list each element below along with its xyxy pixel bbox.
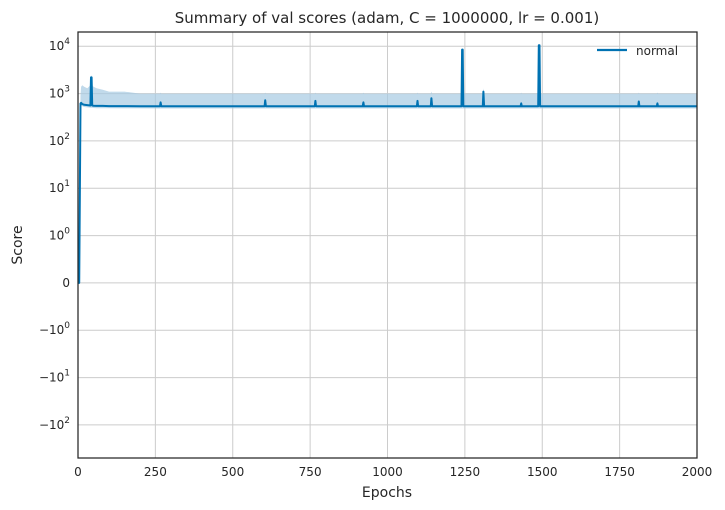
y-tick-label: 103 xyxy=(49,85,70,101)
legend-label-normal: normal xyxy=(636,44,678,58)
y-tick-label: 0 xyxy=(62,276,70,290)
y-tick-label: −102 xyxy=(39,416,70,432)
series-lines xyxy=(78,44,697,284)
x-tick-label: 750 xyxy=(299,465,322,479)
confidence-band xyxy=(78,44,697,283)
y-tick-label: 104 xyxy=(49,37,70,53)
x-tick-label: 1250 xyxy=(450,465,481,479)
y-tick-labels: 104 103 102 101 100 0 −100 −101 −102 xyxy=(39,37,70,432)
series-line-normal xyxy=(78,44,697,284)
plot-frame xyxy=(77,31,698,459)
x-tick-label: 2000 xyxy=(682,465,713,479)
x-tick-label: 500 xyxy=(221,465,244,479)
x-tick-labels: 0 250 500 750 1000 1250 1500 1750 2000 xyxy=(74,465,712,479)
x-tick-label: 250 xyxy=(144,465,167,479)
x-tick-label: 1000 xyxy=(372,465,403,479)
y-tick-label: 101 xyxy=(49,179,70,195)
y-tick-label: 102 xyxy=(49,132,70,148)
x-tick-label: 1500 xyxy=(527,465,558,479)
legend: normal xyxy=(597,44,678,58)
y-tick-label: −100 xyxy=(39,321,70,337)
y-axis-label: Score xyxy=(10,225,26,264)
y-tick-label: −101 xyxy=(39,369,70,385)
series-band-normal xyxy=(78,44,697,283)
chart-title: Summary of val scores (adam, C = 1000000… xyxy=(175,9,599,27)
x-axis-label: Epochs xyxy=(362,485,412,501)
x-tick-label: 1750 xyxy=(604,465,635,479)
x-tick-label: 0 xyxy=(74,465,82,479)
y-tick-label: 100 xyxy=(49,227,70,243)
